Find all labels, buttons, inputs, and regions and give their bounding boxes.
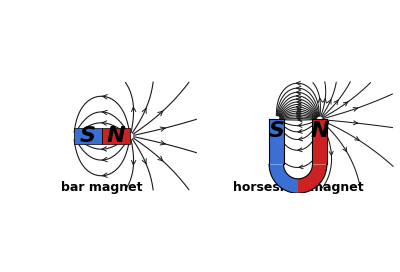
Text: bar magnet: bar magnet	[61, 181, 143, 194]
Text: N: N	[310, 121, 329, 141]
Bar	[102, 128, 130, 144]
Polygon shape	[269, 164, 298, 193]
Text: S: S	[80, 126, 96, 146]
Text: N: N	[107, 126, 126, 146]
Polygon shape	[298, 164, 327, 193]
Text: S: S	[268, 121, 284, 141]
Bar	[269, 119, 284, 164]
Text: horseshoe magnet: horseshoe magnet	[233, 181, 363, 194]
Bar	[74, 128, 102, 144]
Bar	[312, 119, 327, 164]
